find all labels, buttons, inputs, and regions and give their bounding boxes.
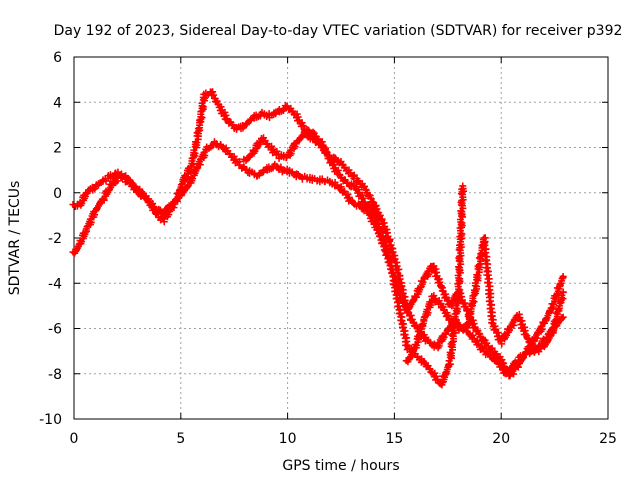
data-point: [381, 247, 398, 280]
y-axis-label: SDTVAR / TECUs: [7, 181, 23, 296]
data-point: [496, 356, 513, 380]
data-point: [186, 132, 202, 171]
data-point: [125, 176, 141, 196]
data-point: [463, 286, 480, 332]
data-point: [292, 110, 309, 133]
y-tick-label: -4: [48, 276, 62, 292]
data-point: [411, 317, 428, 352]
x-tick-label: 0: [70, 431, 79, 447]
data-point: [258, 108, 273, 120]
data-point: [368, 199, 386, 223]
data-point: [559, 272, 567, 280]
data-point: [300, 128, 317, 143]
data-point: [559, 288, 567, 296]
x-tick-label: 5: [176, 431, 185, 447]
data-point: [402, 343, 419, 366]
data-point: [283, 140, 299, 161]
series-4: [402, 234, 567, 366]
y-tick-label: 0: [53, 186, 62, 202]
data-point: [523, 332, 539, 355]
data-points: [69, 88, 567, 389]
grid: [74, 57, 608, 419]
data-point: [377, 216, 394, 244]
data-point: [548, 274, 567, 311]
data-point: [394, 302, 411, 349]
chart-title: Day 192 of 2023, Sidereal Day-to-day VTE…: [54, 23, 623, 39]
data-point: [454, 185, 468, 299]
data-point: [193, 145, 210, 171]
data-point: [360, 182, 376, 206]
y-tick-label: 2: [53, 141, 62, 157]
data-point: [467, 331, 483, 349]
data-point: [351, 182, 367, 206]
y-tick-label: -6: [48, 322, 62, 338]
data-point: [250, 110, 265, 122]
data-point: [429, 292, 445, 308]
data-point: [548, 288, 567, 337]
data-point: [540, 329, 556, 351]
data-point: [480, 234, 497, 328]
data-point: [514, 310, 531, 342]
series-1: [69, 88, 468, 389]
data-point: [539, 304, 557, 327]
data-point: [177, 182, 192, 200]
y-tick-label: 4: [53, 95, 62, 111]
y-tick-label: -10: [39, 412, 62, 428]
data-point: [331, 179, 345, 194]
y-tick-label: 6: [53, 50, 62, 66]
data-point: [76, 227, 91, 248]
x-tick-label: 20: [492, 431, 510, 447]
data-point: [150, 203, 166, 217]
data-point: [135, 189, 149, 202]
x-tick-label: 10: [279, 431, 297, 447]
data-point: [453, 289, 471, 314]
x-tick-label: 25: [599, 431, 617, 447]
y-tick-label: -2: [48, 231, 62, 247]
x-axis-label: GPS time / hours: [282, 458, 399, 474]
data-point: [373, 226, 390, 254]
data-point: [433, 330, 450, 352]
series-2: [69, 138, 567, 378]
data-point: [364, 207, 381, 232]
y-tick-label: -8: [48, 367, 62, 383]
data-point: [207, 88, 223, 109]
data-point: [82, 208, 99, 233]
series-3: [240, 128, 567, 380]
data-point: [403, 293, 419, 315]
data-point: [411, 275, 429, 301]
data-point: [488, 319, 506, 344]
data-point: [117, 170, 132, 186]
x-tick-label: 15: [385, 431, 403, 447]
axis-ticks: [73, 56, 609, 420]
data-point: [437, 303, 453, 323]
data-point: [481, 336, 496, 354]
data-point: [193, 93, 209, 140]
data-point: [386, 237, 403, 277]
data-point: [459, 182, 467, 190]
data-point: [82, 183, 99, 197]
data-point: [531, 319, 547, 342]
